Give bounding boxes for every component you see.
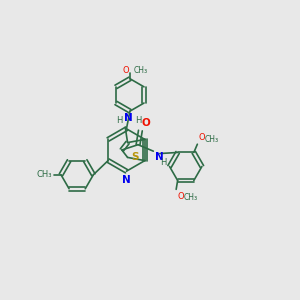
Text: H: H — [135, 116, 141, 125]
Text: O: O — [142, 118, 150, 128]
Text: N: N — [154, 152, 163, 162]
Text: O: O — [177, 192, 184, 201]
Text: CH₃: CH₃ — [134, 66, 148, 75]
Text: O: O — [122, 66, 129, 75]
Text: N: N — [122, 175, 131, 185]
Text: S: S — [132, 152, 139, 162]
Text: CH₃: CH₃ — [204, 135, 219, 144]
Text: O: O — [199, 134, 205, 142]
Text: CH₃: CH₃ — [37, 170, 52, 179]
Text: N: N — [124, 113, 133, 123]
Text: H: H — [160, 158, 166, 167]
Text: CH₃: CH₃ — [183, 193, 197, 202]
Text: H: H — [116, 116, 122, 125]
